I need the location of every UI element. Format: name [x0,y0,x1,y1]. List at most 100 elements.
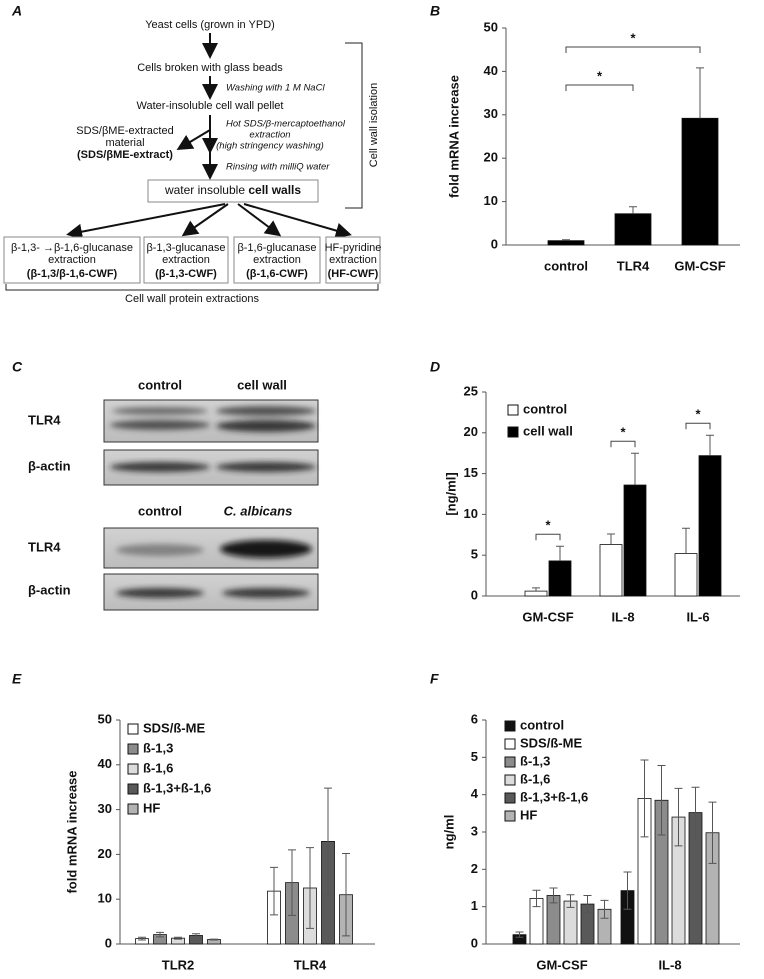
error-bar [583,894,592,914]
error-bar [657,765,666,836]
y-tick-label: 25 [464,383,478,398]
panel-label: B [430,3,440,19]
error-bar [607,533,615,545]
error-bar [138,936,146,941]
bracket [345,42,363,209]
significance-label: * [620,425,626,440]
y-axis-label: fold mRNA increase [446,75,461,198]
extraction-box [233,236,321,284]
extraction-box [143,236,229,284]
extraction-code: (β-1,3-CWF) [155,268,217,280]
legend-swatch [507,404,519,416]
row-label: β-actin [28,582,71,597]
bar [547,240,585,246]
x-tick-label: GM-CSF [536,957,587,972]
error-bar [270,866,278,916]
legend-label: HF [520,807,537,822]
side-text: (SDS/βME-extract) [77,149,173,161]
x-tick-label: control [544,258,588,273]
error-bar [600,899,609,919]
x-tick-label: IL-8 [611,609,634,624]
arrow [181,203,229,237]
row-label: β-actin [28,458,71,473]
walls-text: water insoluble cell walls [164,183,301,197]
bands [110,406,316,432]
y-tick-label: 5 [471,749,478,764]
error-bar [192,933,200,938]
legend-label: ß-1,6 [143,760,173,775]
significance-label: * [545,518,551,533]
y-tick-label: 10 [464,506,478,521]
lane-label: C. albicans [224,503,293,518]
significance-bracket [535,533,561,541]
legend-label: control [523,401,567,416]
step: Cells broken with glass beads [137,62,283,74]
extraction-text: extraction [48,254,96,266]
legend-label: ß-1,3+ß-1,6 [520,789,588,804]
y-tick-label: 30 [98,801,112,816]
bar [698,455,722,597]
panel-label: A [11,3,22,19]
lane-label: cell wall [237,377,287,392]
legend-swatch [504,774,516,786]
x-tick-label: TLR2 [162,957,195,972]
legend-swatch [504,792,516,804]
y-tick-label: 0 [471,935,478,950]
row-label: TLR4 [28,539,61,554]
legend-label: SDS/ß-ME [520,735,582,750]
extractions-label: Cell wall protein extractions [125,293,259,305]
y-axis-label: [ng/ml] [443,472,458,515]
isolation-label: Cell wall isolation [368,83,380,167]
legend-label: cell wall [523,423,573,438]
arrow [237,203,282,237]
significance-label: * [695,407,701,422]
error-bar [549,887,558,904]
bar [548,560,572,597]
walls-text-part: water insoluble [164,183,248,197]
legend-label: ß-1,3+ß-1,6 [143,780,211,795]
y-tick-label: 4 [471,786,479,801]
y-tick-label: 40 [98,756,112,771]
legend-swatch [504,756,516,768]
legend-swatch [507,426,519,438]
extraction-text: β-1,3- →β-1,6-glucanase [11,242,133,254]
chart: D [ng/ml] 0 5 10 15 20 25 GM-CSF IL-8 IL-6 * * * contr… [430,359,740,624]
y-tick-label: 0 [105,935,112,950]
significance-bracket [565,84,634,91]
extraction-text: extraction [329,254,377,266]
error-bar [324,787,332,896]
note: Rinsing with milliQ water [226,162,330,173]
legend-label: SDS/ß-ME [143,720,205,735]
legend-label: ß-1,3 [143,740,173,755]
error-bar [532,587,540,592]
x-tick-label: IL-8 [658,957,681,972]
y-tick-label: 20 [484,150,498,165]
significance-bracket [685,422,711,430]
bar [599,544,623,597]
extraction-code: (β-1,3/β-1,6-CWF) [27,268,118,280]
error-bar [562,239,570,241]
y-tick-label: 50 [98,711,112,726]
y-axis-label: ng/ml [441,815,456,850]
significance-bracket [610,440,636,448]
x-tick-label: TLR4 [294,957,327,972]
error-bar [674,787,683,847]
significance-label: * [597,68,603,83]
chart: Fng/ml 0 1 2 3 4 5 6 GM-CSF IL-8 control SDS/ß-ME ß-… [430,671,740,972]
panel-label: E [12,671,22,687]
error-bar [629,206,637,214]
error-bar [306,847,314,929]
note: Hot SDS/β-mercaptoethanol [226,119,346,130]
bar [614,213,652,246]
error-bar [706,434,714,456]
bar [524,590,548,597]
x-tick-label: TLR4 [617,258,650,273]
extraction-boxes: β-1,3- →β-1,6-glucanaseextraction(β-1,3/… [3,236,381,284]
significance-bracket [565,46,701,53]
error-bar [556,545,564,561]
y-tick-label: 15 [464,465,478,480]
y-tick-label: 0 [471,587,478,602]
legend-label: ß-1,6 [520,771,550,786]
